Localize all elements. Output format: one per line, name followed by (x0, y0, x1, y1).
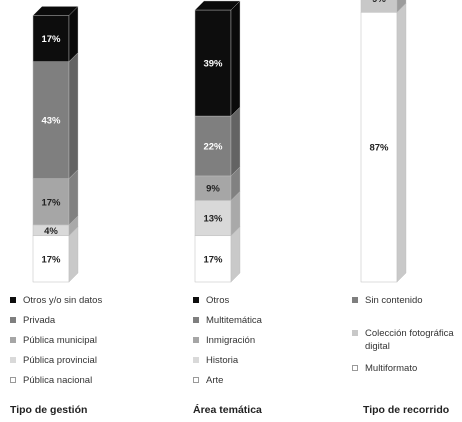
bar-segment (360, 12, 398, 283)
bar-data-label: 43% (41, 116, 61, 127)
bar-segment-side (68, 169, 79, 226)
legend-label: Pública nacional (23, 375, 93, 386)
bar-data-label: 9% (206, 184, 220, 195)
bar-data-label: 9% (372, 0, 386, 5)
legend-swatch (10, 357, 16, 363)
bar-segment (32, 15, 70, 62)
bar-segment-side (68, 226, 79, 283)
legend-swatch (193, 297, 199, 303)
bar-data-label: 17% (41, 34, 61, 45)
legend-tipo-de-gestion: Otros y/o sin datos Privada Pública muni… (10, 290, 160, 390)
legend-label: Sin contenido (365, 295, 423, 306)
bar-segment-top (194, 0, 241, 11)
bar-segment-side (396, 2, 407, 283)
legend-swatch (352, 365, 358, 371)
bar-segment (194, 115, 232, 177)
legend-label: Colección fotográfica digital (365, 328, 454, 352)
legend-label: Inmigración (206, 335, 256, 346)
legend-swatch (10, 317, 16, 323)
bar-segment-side (68, 5, 79, 63)
legend-swatch (193, 357, 199, 363)
bar-segment (360, 0, 398, 13)
bar-segment-side (230, 106, 241, 177)
bar-data-label: 17% (41, 197, 61, 208)
legend-swatch (10, 337, 16, 343)
legend-area-tematica: Otros Multitemática Inmigración Historia… (193, 290, 333, 390)
legend-label: Otros y/o sin datos (23, 295, 103, 306)
legend-swatch (10, 377, 16, 383)
legend-label: Otros (206, 295, 230, 306)
bar-segment-side (396, 0, 407, 13)
legend-swatch (193, 317, 199, 323)
legend-tipo-de-recorrido: Sin contenido Colección fotográfica digi… (352, 290, 460, 380)
bar-segment (194, 235, 232, 283)
legend-label: Arte (206, 375, 224, 386)
legend-swatch (10, 297, 16, 303)
bar-segment-side (68, 52, 79, 180)
legend-label: Pública municipal (23, 335, 97, 346)
bar-segment-side (230, 226, 241, 283)
bar-segment (32, 235, 70, 283)
bar-data-label: 4% (44, 226, 58, 237)
legend-swatch (352, 330, 358, 336)
bar-data-label: 17% (203, 254, 223, 265)
legend-label: Multiformato (365, 363, 418, 374)
legend-swatch (352, 297, 358, 303)
bar-data-label: 87% (369, 143, 389, 154)
bar-segment (32, 178, 70, 226)
group-title-tipo-de-gestion: Tipo de gestión (10, 404, 88, 416)
bar-data-label: 22% (203, 142, 223, 153)
bar-segment-side (230, 0, 241, 117)
legend-label: Pública provincial (23, 355, 97, 366)
bar-data-label: 17% (41, 254, 61, 265)
legend-swatch (193, 337, 199, 343)
bar-data-label: 13% (203, 214, 223, 225)
bar-segment (32, 61, 70, 179)
bar-data-label: 39% (203, 59, 223, 70)
group-title-area-tematica: Área temática (193, 404, 262, 416)
group-title-tipo-de-recorrido: Tipo de recorrido (363, 404, 450, 416)
legend-label: Privada (23, 315, 56, 326)
legend-label: Historia (206, 355, 239, 366)
bar-segment-top (32, 6, 79, 16)
bar-segment (194, 9, 232, 117)
legend-swatch (193, 377, 199, 383)
legend-label: Multitemática (206, 315, 262, 326)
bar-segment (194, 175, 232, 201)
